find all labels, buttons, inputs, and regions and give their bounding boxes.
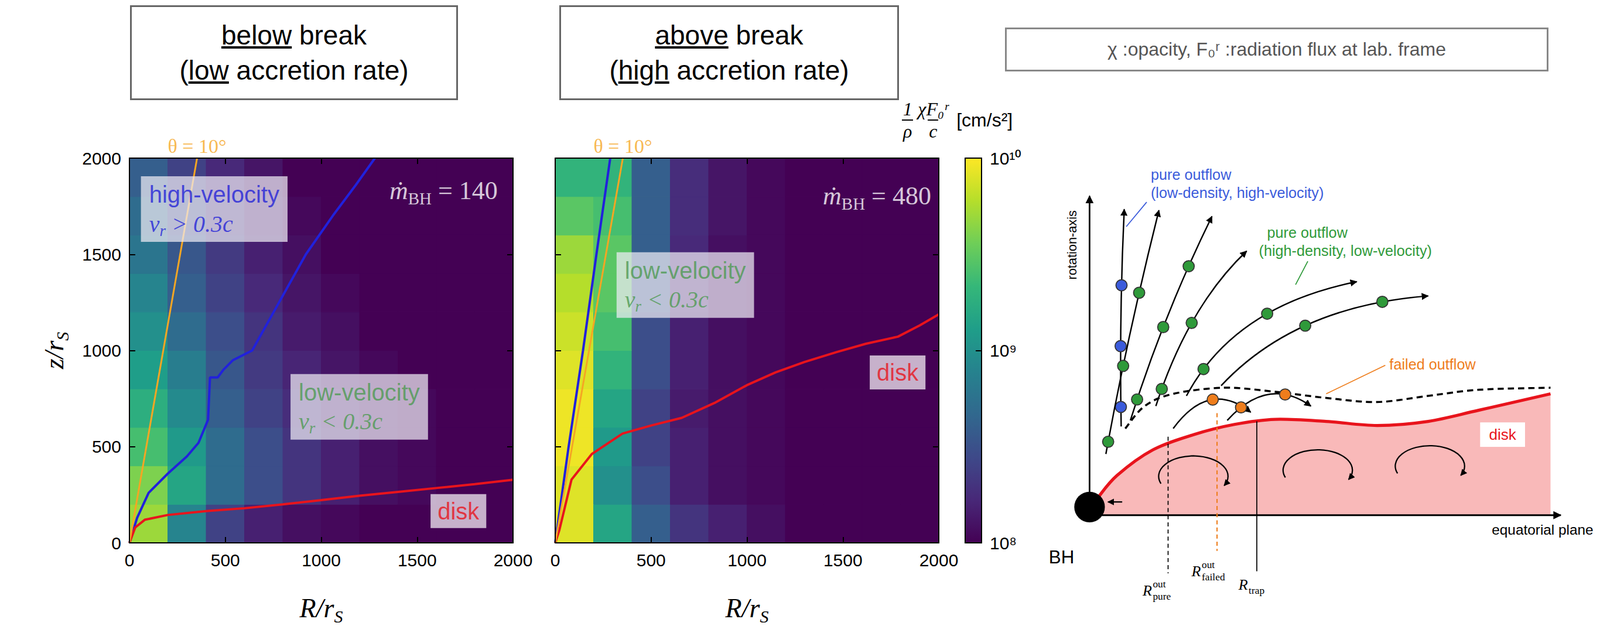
- svg-text:R: R: [1238, 576, 1249, 594]
- svg-text:trap: trap: [1248, 584, 1265, 597]
- svg-text:1500: 1500: [397, 550, 437, 570]
- svg-text:failed outflow: failed outflow: [1389, 356, 1476, 373]
- svg-text:R/r: R/r: [299, 593, 335, 624]
- svg-text:θ = 10°: θ = 10°: [167, 135, 227, 157]
- svg-text:pure outflow: pure outflow: [1266, 224, 1348, 241]
- svg-text:ṁ: ṁ: [389, 176, 409, 205]
- svg-text:< 0.3c: < 0.3c: [315, 408, 383, 435]
- html-text:ρ: ρ: [903, 120, 913, 142]
- svg-text:1000: 1000: [301, 550, 341, 570]
- svg-text:disk: disk: [876, 359, 919, 386]
- svg-text:failed: failed: [1201, 571, 1226, 583]
- svg-text:R/r: R/r: [725, 593, 761, 624]
- svg-text:v: v: [149, 210, 160, 238]
- svg-text:(high-density, low-velocity): (high-density, low-velocity): [1258, 242, 1432, 259]
- svg-text:(low-density, high-velocity): (low-density, high-velocity): [1150, 184, 1324, 201]
- svg-text:0: 0: [124, 550, 135, 570]
- svg-text:= 480: = 480: [865, 181, 932, 211]
- svg-text:500: 500: [636, 550, 666, 570]
- svg-text:BH: BH: [1048, 546, 1075, 568]
- svg-text:v: v: [298, 408, 310, 435]
- svg-text:v: v: [624, 286, 636, 313]
- svg-text:500: 500: [91, 436, 122, 457]
- html-text:1: 1: [902, 98, 913, 120]
- svg-text:500: 500: [210, 550, 241, 570]
- svg-text:2000: 2000: [493, 550, 533, 570]
- html-text:χF₀ʳ: χF₀ʳ: [917, 98, 949, 120]
- svg-text:1000: 1000: [727, 550, 767, 570]
- svg-text:out: out: [1152, 578, 1166, 590]
- svg-text:10⁸: 10⁸: [989, 533, 1017, 553]
- svg-text:disk: disk: [1488, 425, 1517, 444]
- svg-text:BH: BH: [408, 189, 432, 208]
- svg-text:low-velocity: low-velocity: [624, 257, 747, 284]
- svg-text:out: out: [1201, 558, 1215, 571]
- svg-text:θ = 10°: θ = 10°: [593, 135, 652, 157]
- svg-text:S: S: [333, 606, 343, 627]
- svg-text:10¹⁰: 10¹⁰: [989, 148, 1022, 169]
- svg-text:2000: 2000: [81, 148, 122, 169]
- svg-text:2000: 2000: [919, 550, 959, 570]
- svg-text:disk: disk: [437, 498, 480, 525]
- svg-text:r: r: [309, 419, 316, 437]
- svg-text:R: R: [1191, 562, 1202, 580]
- svg-text:> 0.3c: > 0.3c: [165, 210, 234, 238]
- svg-text:10⁹: 10⁹: [989, 340, 1017, 361]
- svg-text:0: 0: [550, 550, 561, 570]
- html-text:(low accretion rate): (low accretion rate): [179, 55, 409, 86]
- svg-text:1000: 1000: [81, 340, 122, 361]
- html-text:above break: above break: [654, 19, 804, 51]
- svg-text:1500: 1500: [823, 550, 863, 570]
- svg-text:pure: pure: [1152, 590, 1171, 603]
- svg-text:rotation-axis: rotation-axis: [1064, 210, 1080, 280]
- svg-text:S: S: [759, 606, 769, 627]
- svg-text:pure outflow: pure outflow: [1150, 166, 1232, 183]
- svg-text:r: r: [635, 297, 642, 316]
- svg-text:z/r: z/r: [39, 340, 70, 371]
- svg-text:1500: 1500: [81, 244, 122, 265]
- svg-text:equatorial plane: equatorial plane: [1491, 521, 1593, 538]
- html-text:below break: below break: [221, 19, 367, 51]
- svg-text:high-velocity: high-velocity: [149, 181, 280, 208]
- svg-text:R: R: [1142, 582, 1152, 600]
- html-text:χ :opacity, F₀ʳ :radiation flu: χ :opacity, F₀ʳ :radiation flux at lab. …: [1107, 38, 1446, 60]
- svg-text:= 140: = 140: [431, 176, 498, 205]
- html-text:c: c: [928, 120, 938, 142]
- html-text:(high accretion rate): (high accretion rate): [609, 55, 849, 86]
- svg-text:< 0.3c: < 0.3c: [641, 286, 709, 313]
- svg-text:low-velocity: low-velocity: [298, 379, 420, 406]
- svg-text:BH: BH: [841, 194, 866, 214]
- svg-text:0: 0: [111, 533, 122, 553]
- svg-text:r: r: [159, 221, 166, 240]
- svg-text:S: S: [52, 332, 73, 341]
- html-text:[cm/s²]: [cm/s²]: [956, 109, 1013, 131]
- svg-text:ṁ: ṁ: [822, 181, 842, 211]
